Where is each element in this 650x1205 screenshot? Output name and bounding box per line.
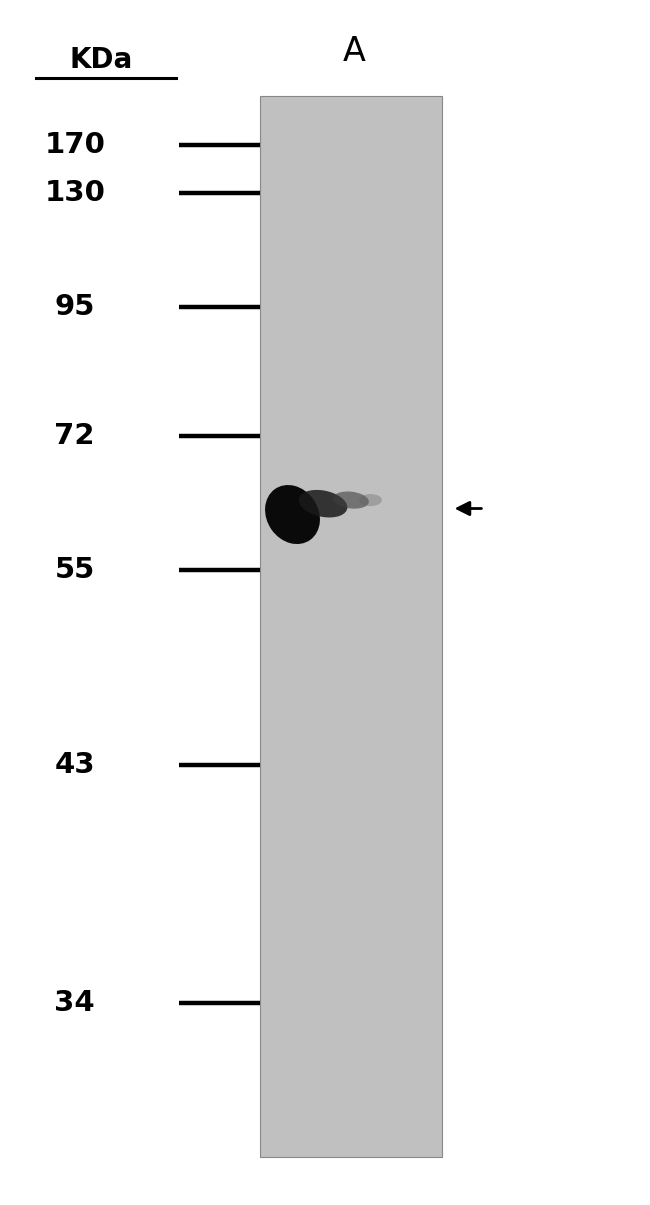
Ellipse shape — [359, 494, 382, 506]
Ellipse shape — [265, 486, 320, 543]
Ellipse shape — [299, 490, 347, 517]
Text: 130: 130 — [44, 178, 105, 207]
Text: 170: 170 — [44, 130, 105, 159]
Bar — [260, 96, 442, 1157]
Ellipse shape — [333, 492, 369, 509]
Text: KDa: KDa — [69, 46, 133, 75]
Text: 72: 72 — [55, 422, 95, 451]
Text: 43: 43 — [55, 751, 95, 780]
Text: 55: 55 — [55, 556, 95, 584]
Text: 95: 95 — [55, 293, 95, 322]
Text: A: A — [343, 35, 366, 69]
Text: 34: 34 — [55, 988, 95, 1017]
